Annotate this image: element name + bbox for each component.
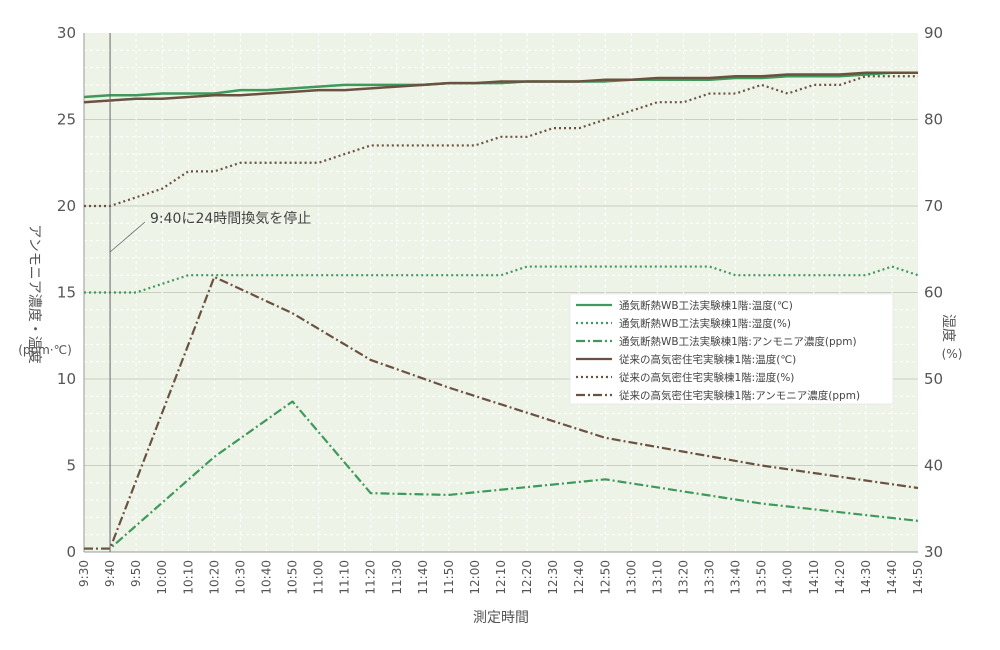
x-axis-title: 測定時間 [473,610,529,626]
x-tick-label: 11:20 [364,560,378,595]
x-tick-label: 14:40 [885,560,899,595]
left-tick-label: 10 [57,370,76,388]
x-tick-label: 10:10 [181,560,195,595]
x-tick-label: 14:30 [859,560,873,595]
annotation-leader [109,221,146,253]
series-line-6 [84,275,919,550]
legend-box [569,293,894,405]
series-line-5 [84,75,918,208]
series-line-3 [84,400,919,550]
x-tick-label: 13:30 [703,560,717,595]
x-tick-label: 14:50 [911,560,925,595]
legend-label: 従来の高気密住宅実験棟1階:湿度(%) [619,371,794,384]
x-tick-label: 14:20 [833,560,847,595]
x-tick-label: 9:40 [103,560,117,587]
x-tick-label: 9:30 [77,560,91,587]
legend-label: 通気断熱WB工法実験棟1階:アンモニア濃度(ppm) [619,335,857,348]
right-tick-label: 60 [924,284,943,302]
x-tick-label: 10:50 [286,560,300,595]
x-tick-label: 10:20 [207,560,221,595]
series-line-4 [83,71,918,104]
x-tick-label: 12:50 [598,560,612,595]
x-tick-label: 13:40 [729,560,743,595]
right-tick-label: 50 [924,370,943,388]
right-tick-label: 30 [924,543,943,561]
left-axis-unit: (ppm·℃) [18,343,72,357]
x-tick-label: 13:10 [650,560,664,595]
x-tick-label: 13:00 [624,560,638,595]
left-tick-label: 25 [57,111,76,129]
left-tick-label: 30 [57,24,76,42]
x-tick-label: 13:20 [676,560,690,595]
legend-label: 従来の高気密住宅実験棟1階:温度(℃) [619,353,796,366]
x-tick-label: 11:30 [390,560,404,595]
right-tick-label: 70 [924,197,943,215]
right-axis-unit: (%) [942,347,963,361]
legend-label: 通気断熱WB工法実験棟1階:湿度(%) [619,317,791,330]
right-axis-ticks: 30 40 50 60 70 80 90 [924,24,943,561]
x-tick-label: 12:10 [494,560,508,595]
x-tick-label: 10:30 [233,560,247,595]
series-line-2 [84,265,919,294]
x-tick-label: 12:40 [572,560,586,595]
left-axis-title: アンモニア濃度・温度 [26,224,42,363]
x-tick-label: 11:40 [416,560,430,595]
x-tick-label: 11:50 [442,560,456,595]
legend-label: 従来の高気密住宅実験棟1階:アンモニア濃度(ppm) [619,389,860,402]
left-tick-label: 15 [57,284,76,302]
left-tick-label: 20 [57,197,76,215]
x-tick-label: 12:30 [546,560,560,595]
x-tick-label: 10:40 [259,560,273,595]
annotation-text: 9:40に24時間換気を停止 [150,210,311,227]
left-axis-ticks: 0 5 10 15 20 25 30 [57,24,76,561]
right-tick-label: 80 [924,111,943,129]
x-tick-label: 14:10 [807,560,821,595]
legend: 通気断熱WB工法実験棟1階:温度(℃) 通気断熱WB工法実験棟1階:湿度(%) 通気… [569,293,894,405]
x-tick-label: 14:00 [781,560,795,595]
left-tick-label: 0 [66,543,76,561]
series-lines [83,71,919,550]
gridlines [84,33,918,552]
legend-label: 通気断熱WB工法実験棟1階:温度(℃) [619,299,793,312]
right-axis-title: 湿度 [940,314,956,342]
x-tick-label: 11:10 [338,560,352,595]
right-tick-label: 90 [924,24,943,42]
x-tick-label: 13:50 [755,560,769,595]
x-tick-label: 11:00 [312,560,326,595]
x-tick-label: 10:00 [155,560,169,595]
x-axis-ticks: 9:30 9:40 9:50 10:00 10:10 10:20 10:30 10:40 10:… [77,560,925,595]
x-tick-label: 9:50 [129,560,143,587]
x-tick-label: 12:00 [468,560,482,595]
x-tick-label: 12:20 [520,560,534,595]
right-tick-label: 40 [924,457,943,475]
series-line-1 [83,71,918,99]
left-tick-label: 5 [66,457,76,475]
